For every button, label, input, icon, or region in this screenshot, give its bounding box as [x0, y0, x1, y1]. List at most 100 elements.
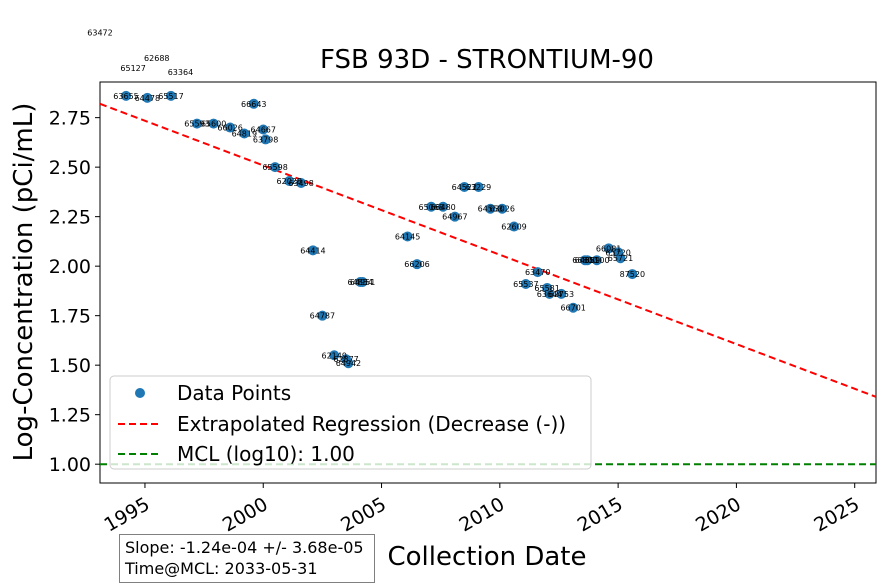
data-point-label: 64478 [135, 94, 160, 103]
data-point-label: 63229 [466, 183, 491, 192]
y-tick-label: 1.75 [49, 306, 91, 328]
data-point-label: 65537 [513, 280, 538, 289]
outside-point-label: 63472 [87, 28, 112, 37]
y-tick-label: 2.75 [49, 108, 91, 130]
data-point-label: 66643 [241, 100, 266, 109]
data-point-label: 64553 [478, 205, 503, 214]
time-at-mcl-text: Time@MCL: 2033-05-31 [125, 559, 318, 578]
data-point [532, 267, 543, 278]
data-point-label: 63026 [489, 205, 514, 214]
data-point [627, 269, 638, 280]
data-point [426, 201, 437, 212]
data-point-label: 62609 [501, 223, 526, 232]
x-tick-label: 2010 [455, 493, 508, 536]
data-point [544, 288, 555, 299]
data-point [121, 90, 132, 101]
data-point-label: 66206 [404, 260, 429, 269]
data-point-label: 64667 [251, 126, 276, 135]
y-axis-label: Log-Concentration (pCi/mL) [9, 103, 39, 462]
data-point-label: 66800 [572, 256, 597, 265]
data-point [239, 128, 250, 139]
data-point-label: 65593 [184, 120, 209, 129]
data-point [258, 124, 269, 135]
legend-label-mcl: MCL (log10): 1.00 [177, 442, 355, 466]
x-tick-label: 1995 [101, 493, 154, 536]
data-point [449, 211, 460, 222]
data-point [329, 350, 340, 361]
data-point-label: 65598 [262, 163, 287, 172]
regression-line-layer [100, 102, 876, 398]
data-point-label: 64854 [348, 278, 373, 287]
data-point-label: 64389 [575, 256, 600, 265]
data-point-label: 65100 [584, 256, 609, 265]
data-point-label: 63498 [288, 179, 313, 188]
data-point-label: 62028 [277, 177, 302, 186]
data-point-label: 65720 [605, 248, 630, 257]
data-point-label: 66026 [217, 124, 242, 133]
data-point [438, 201, 449, 212]
data-point-label: 63470 [525, 268, 550, 277]
data-point [142, 92, 153, 103]
data-point [225, 122, 236, 133]
data-point [603, 243, 614, 254]
x-tick-label: 2005 [337, 493, 390, 536]
data-point [497, 203, 508, 214]
x-tick-label: 2000 [219, 493, 272, 536]
legend-label-points: Data Points [177, 381, 291, 405]
data-point-label: 64942 [336, 359, 361, 368]
data-point-label: 64967 [442, 213, 467, 222]
data-point [284, 176, 295, 187]
legend: Data Points Extrapolated Regression (Dec… [109, 375, 592, 470]
data-point-label: 65581 [534, 284, 559, 293]
data-point [412, 259, 423, 270]
plot-frame [99, 81, 877, 484]
legend-marker-points [135, 388, 145, 398]
data-point-label: 64522 [452, 183, 477, 192]
data-point [208, 118, 219, 129]
data-point [296, 177, 307, 188]
data-point [270, 162, 281, 173]
y-tick-label: 1.25 [49, 405, 91, 427]
data-point [556, 288, 567, 299]
data-point [260, 134, 271, 145]
y-tick-label: 1.00 [49, 454, 91, 476]
stats-box: Slope: -1.24e-04 +/- 3.68e-05 Time@MCL: … [119, 534, 375, 583]
data-point-label: 62877 [333, 355, 358, 364]
legend-label-regression: Extrapolated Regression (Decrease (-)) [177, 412, 566, 436]
x-tick-label: 2025 [810, 493, 863, 536]
data-point-label: 62753 [549, 290, 574, 299]
x-axis-ticks: 1995 2000 2005 2010 2015 2020 2025 [101, 483, 863, 537]
data-point-label: 64787 [310, 312, 335, 321]
data-point [520, 278, 531, 289]
slope-text: Slope: -1.24e-04 +/- 3.68e-05 [125, 538, 364, 557]
outside-point-label: 62688 [144, 54, 169, 63]
data-point-label: 65517 [158, 92, 183, 101]
x-tick-label: 2015 [574, 493, 627, 536]
data-point [615, 253, 626, 264]
data-point [343, 358, 354, 369]
data-point-label: 63644 [537, 290, 562, 299]
chart-title: FSB 93D - STRONTIUM-90 [320, 45, 654, 75]
data-point-label: 64145 [395, 232, 420, 241]
data-point-label: 65068 [418, 203, 443, 212]
data-point [192, 118, 202, 129]
data-point [473, 181, 484, 192]
data-point-label: 66081 [596, 244, 621, 253]
outside-point-label: 63364 [168, 68, 193, 77]
data-point-label: 63655 [113, 92, 138, 101]
data-point-label: 65721 [608, 254, 633, 263]
regression-line [100, 102, 876, 398]
data-point [357, 277, 368, 288]
x-tick-label: 2020 [692, 493, 745, 536]
y-axis-ticks: 1.00 1.25 1.50 1.75 2.00 2.25 2.50 2.75 [49, 108, 100, 476]
data-point [402, 231, 413, 242]
data-point-label: 62149 [321, 351, 346, 360]
x-axis-label: Collection Date [387, 542, 586, 572]
y-tick-label: 2.25 [49, 207, 91, 229]
data-point [317, 310, 328, 321]
legend-frame [109, 375, 592, 470]
data-point [591, 255, 602, 266]
data-point-label: 87520 [620, 270, 645, 279]
